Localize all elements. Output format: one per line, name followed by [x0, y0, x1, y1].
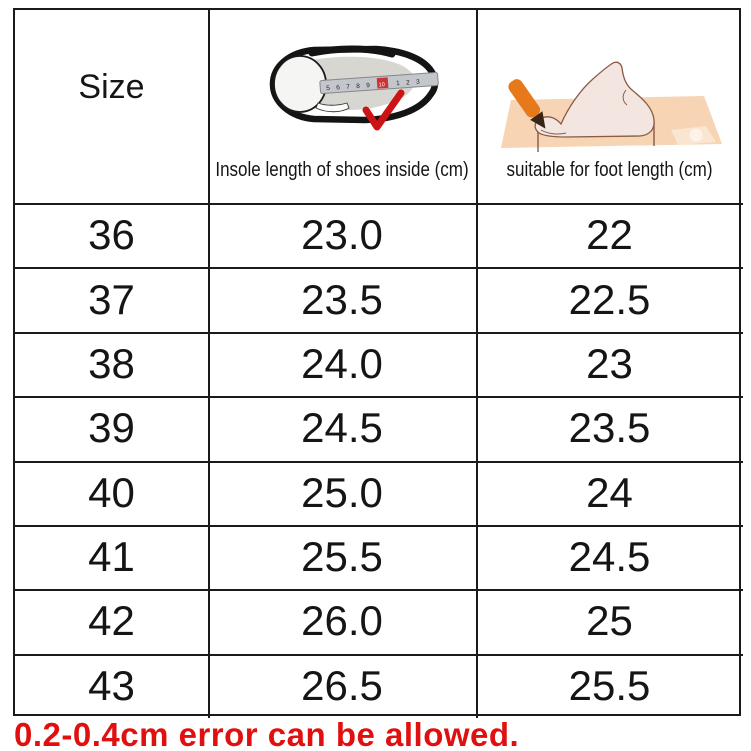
svg-text:10: 10 — [379, 82, 386, 88]
